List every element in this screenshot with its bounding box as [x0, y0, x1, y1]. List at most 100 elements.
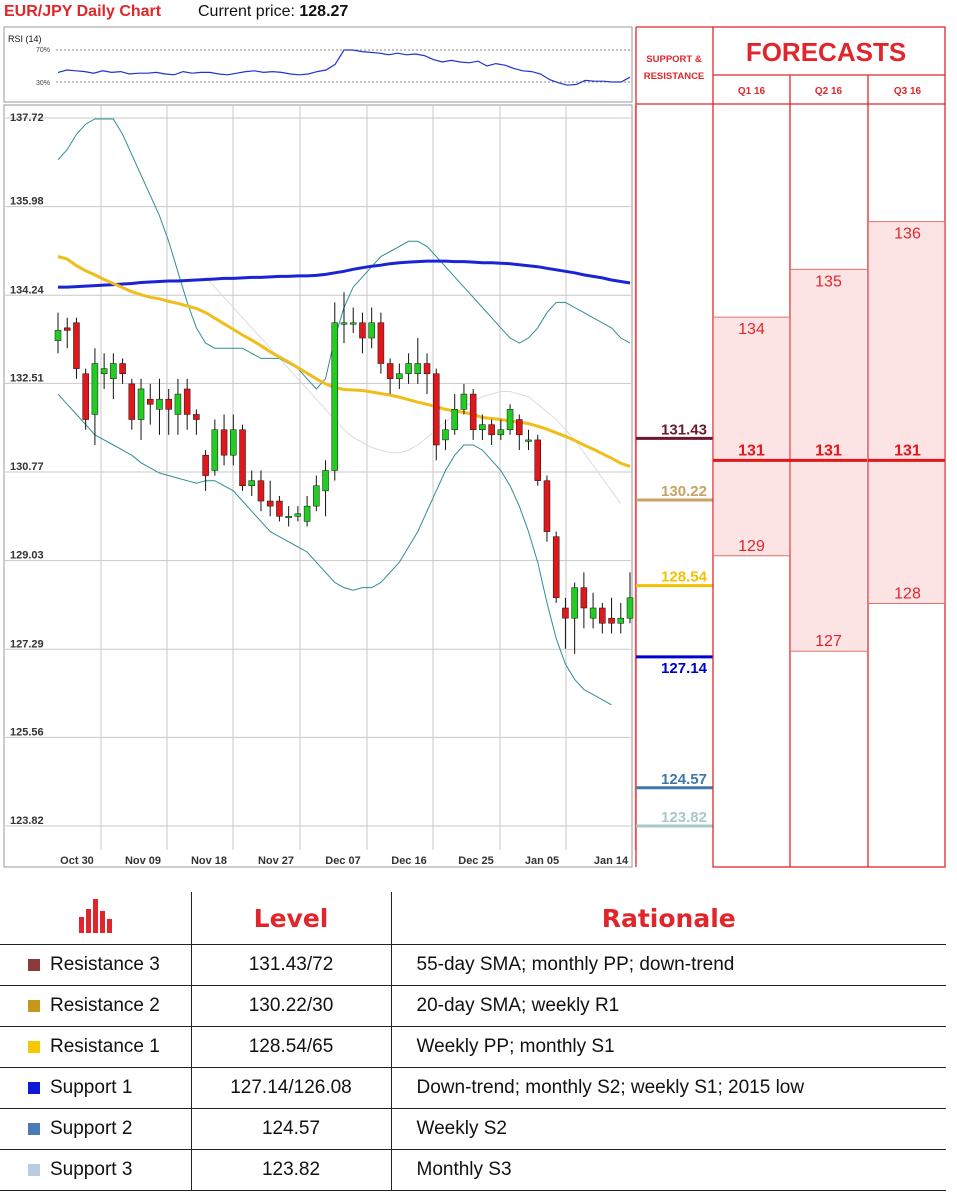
candle-body [359, 322, 366, 339]
candle [479, 414, 486, 440]
candle-body [626, 597, 634, 619]
candle-body [552, 536, 560, 599]
candle [368, 307, 375, 349]
candle-body [248, 480, 255, 487]
candle-body [405, 363, 412, 374]
levels-table-row: Support 2 124.57 Weekly S2 [0, 1108, 946, 1150]
candle-body [147, 398, 154, 405]
x-tick-label: Oct 30 [60, 855, 94, 867]
candle [423, 353, 431, 395]
candle [396, 363, 403, 389]
level-rationale: Weekly S2 [391, 1108, 946, 1150]
candle [608, 597, 615, 634]
candle [63, 317, 71, 349]
candle [313, 475, 320, 512]
level-name-cell: Resistance 2 [0, 985, 192, 1027]
candle-body [183, 388, 191, 415]
level-color-swatch [28, 1082, 40, 1094]
candle-body [571, 587, 578, 619]
candle-body [211, 429, 219, 471]
candle [331, 302, 339, 481]
candle [119, 358, 126, 384]
candle [294, 506, 302, 522]
level-name: Support 3 [50, 1159, 133, 1180]
candle-body [110, 363, 117, 380]
level-name-cell: Support 1 [0, 1067, 192, 1109]
candle-body [230, 429, 237, 456]
candle-body [451, 409, 458, 430]
candle-body [340, 322, 348, 325]
sr-level-label: 128.54 [661, 569, 708, 586]
rationale-header: Rationale [391, 892, 946, 945]
sr-level-label: 127.14 [661, 660, 708, 677]
forecast-title: FORECASTS [746, 37, 906, 67]
candle-body [543, 480, 551, 532]
candle-body [488, 424, 495, 436]
candle [534, 434, 541, 486]
sr-level-label: 124.57 [661, 771, 707, 788]
candle [617, 602, 625, 634]
candle-body [469, 393, 477, 430]
candle [349, 307, 357, 333]
candle-body [580, 587, 588, 609]
candle-body [285, 516, 292, 519]
candle [451, 394, 458, 435]
candle [405, 353, 412, 384]
levels-table-row: Resistance 2 130.22/30 20-day SMA; weekly … [0, 985, 946, 1027]
candle-body [165, 398, 172, 410]
candle-body [266, 500, 274, 507]
forecast-low-value: 127 [815, 633, 842, 650]
candle [165, 388, 172, 435]
levels-table-header: Level Rationale [0, 892, 946, 945]
rsi-frame [3, 26, 633, 103]
candle-body [73, 322, 80, 369]
candle [211, 419, 219, 476]
candle [193, 409, 200, 435]
candle-body [525, 439, 532, 442]
sr-level-label: 130.22 [661, 483, 707, 500]
forecast-panel: FORECASTS Q1 16 134 131 129 Q2 16 135 131 127 Q3… [712, 26, 946, 868]
rsi-line [57, 49, 631, 86]
candle [202, 450, 209, 491]
chart-area: RSI (14) 70% 30% 137.72 135.98 134.24 132.5… [3, 26, 946, 868]
candle [54, 312, 62, 354]
candle-body [349, 322, 357, 325]
candle-body [128, 383, 136, 420]
level-value: 123.82 [191, 1149, 392, 1191]
current-price: Current price: 128.27 [198, 3, 348, 21]
candle [110, 353, 117, 400]
x-tick-label: Dec 25 [458, 855, 493, 867]
candle-body [368, 322, 375, 339]
candle-body [414, 363, 422, 374]
candle [82, 368, 89, 430]
level-value: 131.43/72 [191, 944, 392, 986]
y-tick-label: 137.72 [10, 112, 44, 124]
candle [552, 531, 560, 603]
levels-table: Level Rationale Resistance 3 131.43/72 55-… [0, 892, 946, 1191]
rsi-label: RSI (14) [8, 34, 42, 44]
y-tick-label: 127.29 [10, 638, 44, 650]
candle [128, 378, 136, 430]
level-header: Level [191, 892, 392, 945]
sma-200-line [58, 259, 631, 289]
candle-body [433, 373, 440, 446]
sr-title-line1: SUPPORT & [646, 54, 702, 65]
candle [543, 475, 551, 542]
candle [414, 338, 422, 384]
candle [488, 419, 495, 446]
candle [285, 506, 292, 527]
candle [156, 378, 163, 435]
y-tick-label: 123.82 [10, 815, 44, 827]
level-rationale: 55-day SMA; monthly PP; down-trend [391, 944, 946, 986]
bollinger-lower-band [57, 393, 612, 706]
candle-body [63, 327, 71, 331]
forecast-range-bar [713, 317, 790, 556]
candle-body [617, 617, 625, 624]
candle-body [506, 409, 514, 430]
level-name: Support 1 [50, 1077, 133, 1098]
x-tick-label: Dec 16 [391, 855, 426, 867]
candle [377, 312, 385, 374]
forecast-frame [712, 26, 946, 868]
candle-body [479, 424, 486, 430]
level-color-swatch [28, 1000, 40, 1012]
